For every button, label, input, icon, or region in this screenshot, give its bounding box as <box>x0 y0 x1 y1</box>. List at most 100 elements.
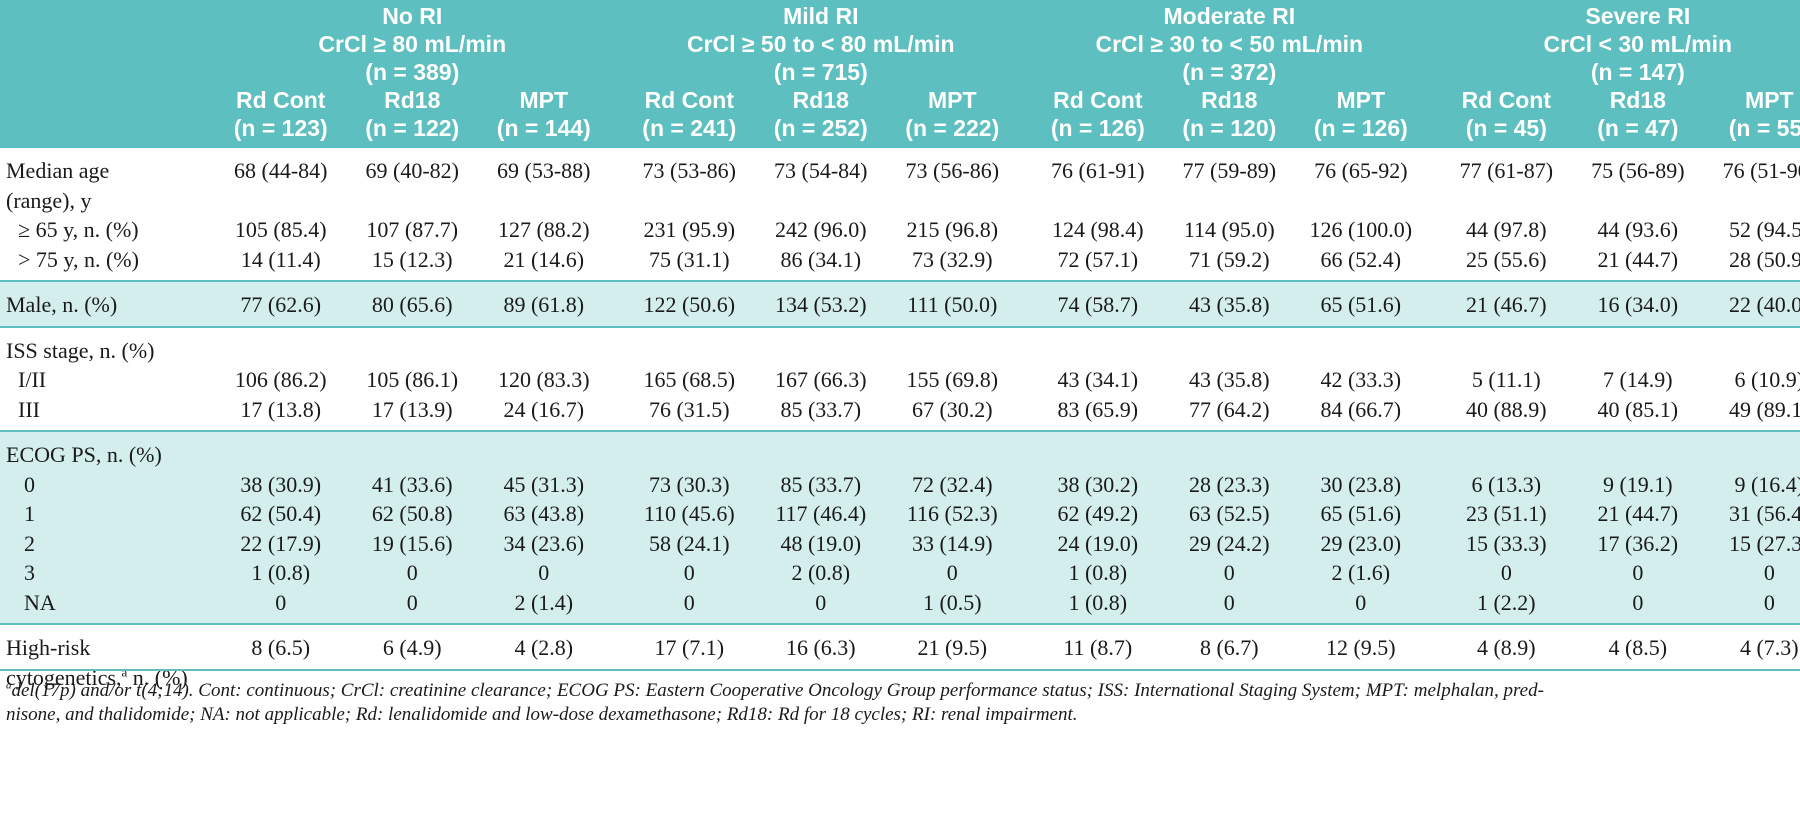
value-cell: 28 (50.9) <box>1728 246 1800 272</box>
value-cell <box>478 430 610 470</box>
gap-cell <box>610 365 624 395</box>
value-cell: 117 (46.4) <box>755 499 887 529</box>
footnote-line-1: adel(17p) and/or t(4;14). Cont: continuo… <box>6 679 1794 703</box>
gap-cell <box>1018 245 1032 282</box>
gap-cell <box>1018 215 1032 245</box>
value-cell: 41 (33.6) <box>346 469 478 499</box>
gap-cell <box>1018 430 1033 470</box>
table-body: Median age (range), y 68 (44-84) 69 (40-82)… <box>0 148 1800 692</box>
value-cell: 1 (0.8) <box>215 558 347 588</box>
value-cell: 24 (19.0) <box>1032 528 1164 558</box>
value-cell: 1 (0.8) <box>1032 558 1164 588</box>
header-gap <box>1426 0 1441 86</box>
value-cell: 12 (9.5) <box>1295 623 1427 692</box>
value-cell: 1 (2.2) <box>1440 587 1573 624</box>
value-cell: 77 (64.2) <box>1188 396 1270 422</box>
value-cell: 24 (16.7) <box>503 396 585 422</box>
value-cell: 68 (44-84) <box>234 158 328 183</box>
value-cell: 22 (17.9) <box>215 528 347 558</box>
value-cell: 44 (97.8) <box>1465 217 1547 242</box>
arm-header: Rd18 (n = 252) <box>755 86 887 148</box>
gap-cell <box>1018 587 1033 624</box>
value-cell <box>755 325 887 365</box>
value-cell <box>623 430 756 470</box>
value-cell: 30 (23.8) <box>1295 469 1427 499</box>
arm-header: Rd Cont (n = 126) <box>1032 86 1164 148</box>
value-cell: 17 (7.1) <box>623 623 756 692</box>
value-cell: 116 (52.3) <box>886 499 1019 529</box>
gap-cell <box>609 587 624 624</box>
gap-cell <box>1018 395 1032 432</box>
table-header: No RI CrCl ≥ 80 mL/min (n = 389) Mild RI… <box>0 0 1800 148</box>
gap-cell <box>1427 215 1441 245</box>
row-ecogna: NA 0 0 2 (1.4) 0 0 1 (0.5) 1 (0.8) 0 0 1 (2.2) 0 0 <box>0 587 1800 624</box>
value-cell: 4 (8.5) <box>1572 623 1704 692</box>
value-cell: 4 (2.8) <box>478 623 610 692</box>
group-n: (n = 372) <box>1182 59 1277 85</box>
value-cell: 63 (43.8) <box>478 499 610 529</box>
value-cell: 120 (83.3) <box>497 367 590 392</box>
row-ge65: ≥ 65 y, n. (%) 105 (85.4) 107 (87.7) 127 (8… <box>0 215 1800 245</box>
value-cell <box>1440 325 1573 365</box>
value-cell <box>886 430 1019 470</box>
value-cell: 0 <box>755 587 887 624</box>
value-cell <box>623 325 756 365</box>
value-cell <box>1163 430 1296 470</box>
arm-header: MPT(n = 55) <box>1703 86 1800 148</box>
value-cell: 21 (44.7) <box>1597 246 1679 272</box>
arm-header-row: Rd Cont (n = 123) Rd18 (n = 122) MPT (n = 1… <box>0 86 1800 148</box>
gap-cell <box>609 469 624 499</box>
arm-header: Rd Cont (n = 241) <box>623 86 756 148</box>
value-cell: 11 (8.7) <box>1032 623 1164 692</box>
value-cell <box>1440 430 1573 470</box>
gap-cell <box>1018 365 1032 395</box>
row-ecog1: 1 62 (50.4) 62 (50.8) 63 (43.8) 110 (45.6) 11… <box>0 499 1800 529</box>
value-cell <box>1295 430 1427 470</box>
gap-cell <box>1426 499 1441 529</box>
header-corner-cell <box>0 0 215 86</box>
group-header-no-ri: No RI CrCl ≥ 80 mL/min (n = 389) <box>215 0 610 86</box>
value-cell: 49 (89.1) <box>1728 396 1800 422</box>
header-gap <box>1018 0 1033 86</box>
value-cell: 22 (40.0) <box>1703 280 1800 327</box>
header-gap <box>609 0 624 86</box>
value-cell: 15 (12.3) <box>371 246 453 272</box>
value-cell <box>346 430 478 470</box>
group-name: Severe RI <box>1585 3 1691 29</box>
value-cell: 28 (23.3) <box>1163 469 1296 499</box>
value-cell: 62 (50.4) <box>215 499 347 529</box>
value-cell: 83 (65.9) <box>1057 396 1139 422</box>
row-label: 3 <box>0 558 215 588</box>
value-cell: 165 (68.5) <box>643 367 736 392</box>
gap-cell <box>1426 325 1441 365</box>
value-cell: 29 (23.0) <box>1295 528 1427 558</box>
value-cell: 0 <box>215 587 347 624</box>
arm-header: Rd18 (n = 47) <box>1572 86 1704 148</box>
value-cell: 15 (33.3) <box>1440 528 1573 558</box>
value-cell: 69 (40-82) <box>365 158 459 183</box>
gap-cell <box>1018 325 1033 365</box>
group-header-mild-ri: Mild RI CrCl ≥ 50 to < 80 mL/min (n = 71… <box>623 0 1019 86</box>
value-cell: 14 (11.4) <box>240 246 321 272</box>
value-cell: 16 (6.3) <box>755 623 887 692</box>
group-n: (n = 147) <box>1590 59 1685 85</box>
value-cell: 38 (30.9) <box>215 469 347 499</box>
gap-cell <box>609 528 624 558</box>
header-gap <box>1018 86 1033 148</box>
value-cell <box>1572 325 1704 365</box>
value-cell: 62 (49.2) <box>1032 499 1164 529</box>
row-label: ECOG PS, n. (%) <box>0 430 215 470</box>
value-cell <box>1032 430 1164 470</box>
value-cell: 2 (1.6) <box>1295 558 1427 588</box>
row-gt75: > 75 y, n. (%) 14 (11.4) 15 (12.3) 21 (14.6… <box>0 245 1800 282</box>
value-cell: 72 (32.4) <box>886 469 1019 499</box>
value-cell <box>886 325 1019 365</box>
value-cell: 9 (16.4) <box>1703 469 1800 499</box>
value-cell: 0 <box>1440 558 1573 588</box>
value-cell: 0 <box>1295 587 1427 624</box>
gap-cell <box>1427 148 1441 215</box>
value-cell: 73 (32.9) <box>911 246 993 272</box>
value-cell: 43 (34.1) <box>1057 367 1139 392</box>
group-name: No RI <box>382 3 443 29</box>
value-cell: 74 (58.7) <box>1032 280 1164 327</box>
